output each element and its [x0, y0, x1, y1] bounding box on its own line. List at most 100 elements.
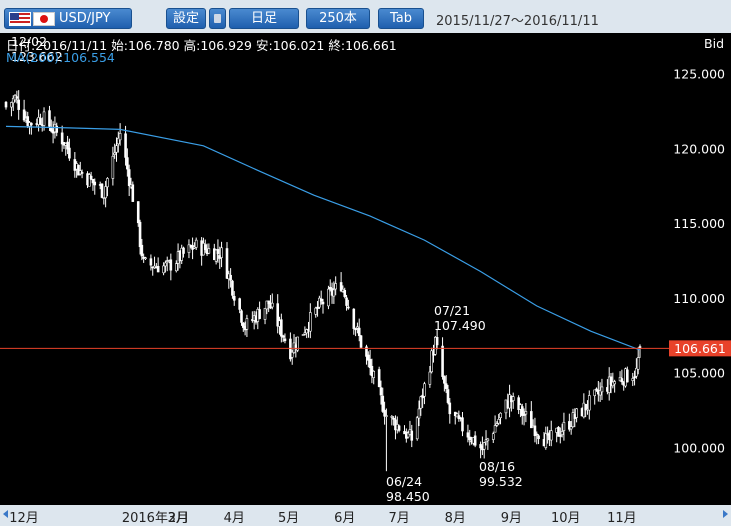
- candle-up: [511, 396, 515, 401]
- y-tick-label: 115.000: [673, 216, 725, 231]
- candle-down: [156, 266, 160, 273]
- candle-down: [89, 175, 93, 180]
- y-tick-label: 100.000: [673, 441, 725, 456]
- candle-up: [42, 111, 46, 126]
- candle-down: [352, 308, 356, 329]
- candle-up: [428, 371, 432, 385]
- candle-down: [530, 411, 533, 429]
- candle-up: [207, 248, 211, 254]
- candle-down: [584, 403, 587, 411]
- candle-up: [497, 419, 501, 424]
- candle-down: [276, 303, 280, 327]
- y-tick-label: 105.000: [673, 366, 725, 381]
- candle-down: [410, 430, 414, 441]
- candle-up: [524, 411, 528, 415]
- eraser-icon: [214, 14, 221, 23]
- candle-down: [169, 259, 173, 271]
- x-tick-label: 5月: [277, 511, 300, 526]
- candle-down: [357, 327, 361, 336]
- candle-up: [106, 178, 109, 188]
- candle-up: [305, 329, 308, 334]
- candle-up: [434, 337, 437, 355]
- candle-down: [520, 406, 524, 416]
- candle-up: [11, 97, 15, 104]
- price-type-label: Bid: [704, 36, 724, 51]
- candle-up: [332, 289, 336, 297]
- candle-up: [631, 378, 635, 381]
- candle-down: [316, 306, 319, 309]
- settings-button[interactable]: 設定: [166, 8, 206, 29]
- candle-up: [220, 247, 223, 258]
- candle-down: [15, 96, 19, 99]
- candle-down: [468, 436, 472, 441]
- symbol-selector[interactable]: USD/JPY: [4, 8, 132, 29]
- candle-up: [303, 332, 307, 335]
- candle-down: [182, 247, 185, 254]
- candle-up: [613, 381, 616, 385]
- candle-down: [93, 181, 97, 186]
- candle-down: [397, 425, 401, 431]
- candle-down: [241, 322, 245, 328]
- candle-up: [486, 438, 490, 442]
- candle-up: [187, 244, 191, 253]
- candle-down: [558, 435, 562, 437]
- candle-down: [30, 122, 33, 126]
- drawing-tool-button[interactable]: [209, 8, 226, 29]
- candle-down: [91, 178, 95, 184]
- candle-down: [435, 336, 439, 346]
- candle-down: [595, 388, 598, 391]
- candle-down: [535, 433, 539, 436]
- candle-down: [136, 201, 140, 224]
- candle-up: [214, 249, 218, 262]
- candle-down: [381, 395, 385, 412]
- candle-up: [493, 425, 497, 433]
- candle-up: [162, 265, 165, 274]
- candle-down: [392, 417, 395, 420]
- candle-up: [571, 412, 575, 428]
- candle-down: [345, 297, 348, 306]
- scroll-left-icon[interactable]: [3, 510, 8, 518]
- candle-down: [267, 300, 270, 305]
- candle-down: [626, 369, 629, 383]
- candle-down: [443, 376, 446, 384]
- x-tick-label: 11月: [607, 511, 637, 526]
- candle-down: [379, 387, 383, 396]
- x-tick-label: 12月: [9, 511, 39, 526]
- candle-up: [245, 318, 249, 330]
- current-price-label: 106.661: [674, 341, 726, 356]
- candle-up: [117, 137, 120, 145]
- candle-down: [26, 116, 30, 126]
- candle-up: [607, 376, 611, 393]
- candle-up: [88, 174, 91, 187]
- candle-down: [457, 415, 461, 420]
- candle-down: [232, 295, 236, 301]
- chart-plot-area[interactable]: 106.661 125.000 120.000 115.000 110.000 105.0…: [0, 33, 731, 505]
- candle-down: [281, 335, 285, 338]
- candle-up: [482, 442, 486, 450]
- bar-count-selector[interactable]: 250本: [306, 8, 370, 29]
- x-tick-label: 3月: [167, 511, 189, 526]
- ma-readout: MA(200):106.554: [6, 50, 115, 65]
- x-tick-label: 2016年2月: [121, 511, 190, 526]
- candle-up: [290, 351, 294, 358]
- timeframe-selector[interactable]: 日足: [229, 8, 299, 29]
- date-range-text: 2015/11/27～2016/11/11: [436, 14, 599, 29]
- candle-up: [263, 307, 267, 320]
- candle-up: [174, 263, 178, 272]
- tab-button[interactable]: Tab: [378, 8, 424, 29]
- candle-up: [265, 300, 269, 310]
- price-chart[interactable]: 106.661 125.000 120.000 115.000 110.000 105.0…: [0, 33, 731, 505]
- annotation-date: 08/16: [479, 459, 515, 474]
- candle-down: [48, 110, 51, 127]
- candle-down: [80, 172, 84, 174]
- y-tick-label: 125.000: [673, 67, 725, 82]
- candle-up: [636, 357, 640, 370]
- candle-down: [366, 354, 370, 361]
- candle-up: [296, 336, 299, 351]
- scroll-right-icon[interactable]: [723, 510, 728, 518]
- us-flag-icon: [9, 12, 31, 26]
- candle-down: [321, 301, 325, 305]
- candle-down: [280, 319, 283, 337]
